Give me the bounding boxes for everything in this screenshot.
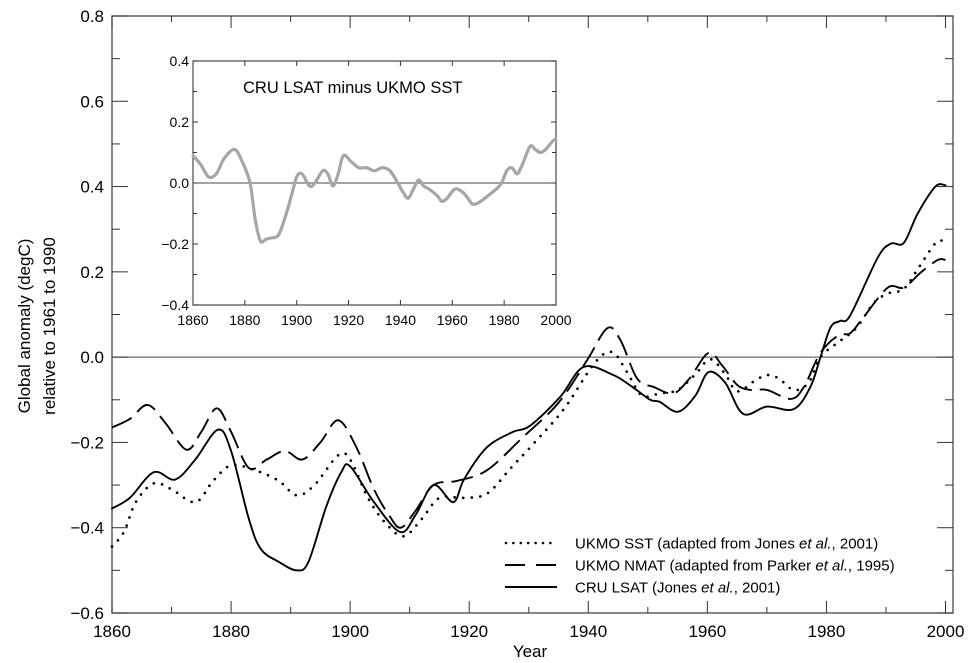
legend: UKMO SST (adapted from Jones et al., 200… [504, 536, 895, 597]
inset-series [191, 138, 558, 244]
main-x-tick-label: 1880 [212, 622, 250, 641]
inset-x-tick-label: 2000 [540, 312, 571, 328]
main-y-tick-label: 0.8 [80, 7, 104, 26]
y-axis-title-line1: Global anomaly (degC) [15, 239, 34, 414]
main-y-tick-label: −0.4 [70, 519, 104, 538]
legend-label-italic: et al. [701, 580, 734, 597]
inset-series-difference [191, 138, 558, 244]
main-axes: 1860 1880 1900 1920 1940 1960 1980 2000 −0.6 −0.4… [70, 7, 964, 641]
main-y-tick-label: −0.6 [70, 604, 104, 623]
main-y-tick-label: −0.2 [70, 433, 104, 452]
main-x-tick-label: 1920 [450, 622, 488, 641]
inset-chart: 1860 1880 1900 1920 1940 1960 1980 2000 −0.4 −0.2… [161, 53, 571, 328]
main-y-tick-label: 0.2 [80, 263, 104, 282]
inset-x-tick-label: 1880 [229, 312, 260, 328]
legend-label-text: CRU LSAT (Jones [575, 580, 701, 597]
legend-label-italic: et al. [815, 558, 848, 575]
inset-y-tick-label: 0.2 [170, 114, 190, 130]
series-ukmo-nmat [111, 258, 946, 529]
main-x-tick-label: 1900 [331, 622, 369, 641]
series-cru-lsat [111, 183, 947, 572]
inset-y-tick-label: 0.0 [170, 175, 190, 191]
main-y-tick-label: 0.4 [80, 178, 104, 197]
legend-label-text: UKMO NMAT (adapted from Parker [575, 558, 815, 575]
inset-axes: 1860 1880 1900 1920 1940 1960 1980 2000 −0.4 −0.2… [161, 53, 571, 328]
inset-title: CRU LSAT minus UKMO SST [243, 79, 462, 97]
inset-x-tick-label: 1860 [177, 312, 208, 328]
legend-label: CRU LSAT (Jones et al., 2001) [575, 580, 780, 597]
inset-y-tick-label: 0.4 [170, 53, 190, 69]
inset-x-tick-label: 1920 [333, 312, 364, 328]
inset-y-tick-label: −0.4 [161, 297, 189, 313]
legend-label-text: UKMO SST (adapted from Jones [575, 536, 799, 553]
main-x-tick-label: 1980 [808, 622, 846, 641]
inset-x-tick-label: 1980 [489, 312, 520, 328]
legend-label-text: , 2001) [734, 580, 781, 597]
x-axis-title: Year [513, 642, 548, 661]
legend-label-italic: et al. [799, 536, 832, 553]
main-x-tick-label: 1940 [569, 622, 607, 641]
inset-x-tick-label: 1900 [281, 312, 312, 328]
legend-label-text: , 2001) [832, 536, 879, 553]
legend-label-text: , 1995) [848, 558, 895, 575]
main-x-tick-label: 1960 [688, 622, 726, 641]
inset-x-tick-label: 1960 [437, 312, 468, 328]
main-x-tick-label: 2000 [927, 622, 965, 641]
y-axis-title-line2: relative to 1961 to 1990 [40, 237, 59, 415]
inset-x-tick-label: 1940 [385, 312, 416, 328]
legend-label: UKMO SST (adapted from Jones et al., 200… [575, 536, 878, 553]
main-series [110, 183, 947, 572]
inset-y-tick-label: −0.2 [161, 236, 189, 252]
main-y-tick-label: 0.0 [80, 348, 104, 367]
legend-label: UKMO NMAT (adapted from Parker et al., 1… [575, 558, 895, 575]
main-x-tick-label: 1860 [93, 622, 131, 641]
main-y-tick-label: 0.6 [80, 92, 104, 111]
